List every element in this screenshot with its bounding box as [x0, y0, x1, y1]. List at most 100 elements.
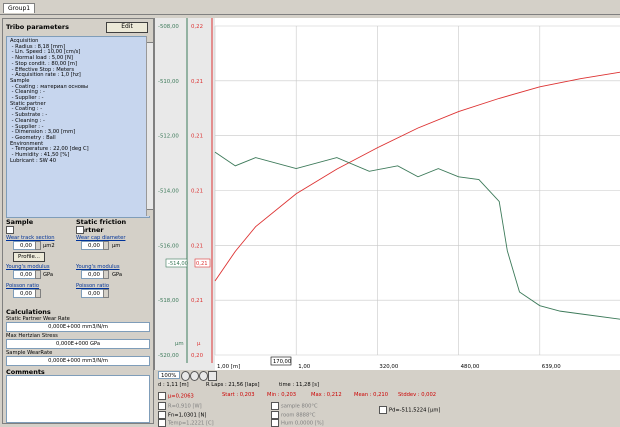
sample-young-unit: GPa	[43, 272, 54, 278]
tribo-parameters-list[interactable]: Acquisition - Radius : 8,18 [mm] - Lin. …	[6, 36, 150, 218]
right-axis-tick: 0,21	[191, 298, 203, 304]
sample-temp-checkbox[interactable]	[271, 402, 279, 410]
scroll-up-icon[interactable]	[147, 36, 153, 43]
left-cursor-box	[165, 258, 188, 268]
left-panel: Tribo parameters Edit Acquisition - Radi…	[2, 18, 154, 424]
legend-room: room 8888°C	[271, 411, 316, 419]
wear-cap-label: Wear cap diameter	[76, 235, 126, 241]
tribo-line: Lubricant : SW 40	[10, 157, 57, 164]
x-axis-tick: 320,00	[379, 364, 398, 370]
sample-poisson-label: Poisson ratio	[6, 283, 40, 289]
legend-hum: Hum 0,0000 [%]	[271, 419, 324, 427]
tribo-line: - Coating : материал основы	[10, 83, 89, 90]
left-axis-tick: -520,00	[158, 353, 179, 359]
wear-cap-unit: µm	[112, 243, 121, 249]
comments-title: Comments	[6, 368, 45, 376]
right-axis-tick: 0,22	[191, 24, 203, 30]
profile-button[interactable]: Profile...	[13, 252, 45, 262]
depth-series-line	[214, 151, 620, 320]
partner-young-unit: GPa	[112, 272, 123, 278]
tribo-line: - Normal load : 5,00 [N]	[10, 55, 73, 62]
legend-temp: Temp=1,2221 [C]	[158, 419, 214, 427]
zoom-select[interactable]: 100%	[158, 371, 180, 379]
x-axis-tick: 639,00	[542, 364, 561, 370]
tribo-line: Sample	[10, 77, 30, 84]
static-wear-value: 0,000E+000 mm3/N/m	[6, 322, 150, 332]
wear-cap-stepper[interactable]	[103, 241, 109, 250]
zoom-out-icon[interactable]	[190, 371, 199, 381]
x-cursor-box	[270, 356, 292, 366]
x-cursor-label: 170,00	[273, 359, 291, 365]
right-axis-tick: 0,20	[191, 353, 204, 359]
tribo-line: - Effective Stop : Meters	[10, 66, 75, 73]
tribo-line: - Humidity : 41,50 [%]	[10, 152, 70, 159]
axis-strip	[155, 18, 215, 370]
left-axis-tick: -514,00	[158, 189, 179, 195]
tribo-line: - Cleaning : -	[10, 117, 45, 124]
rw-checkbox[interactable]	[158, 402, 166, 410]
x-axis-tick: 1,00	[298, 364, 311, 370]
stat-laps: R Laps : 21,56 [laps]	[206, 382, 260, 388]
stat-stddev: Stddev : 0,002	[398, 392, 437, 398]
tribo-line: - Coating : -	[10, 106, 43, 113]
zoom-fit-icon[interactable]	[199, 371, 208, 381]
right-axis-unit: µ	[197, 341, 201, 347]
tribo-line: - Temperature : 22,00 [deg C]	[10, 146, 89, 153]
wear-track-unit: µm2	[43, 243, 55, 249]
sample-young-stepper[interactable]	[35, 270, 41, 279]
sample-young-label: Young's modulus	[6, 264, 50, 270]
mu-checkbox[interactable]	[158, 392, 166, 400]
tribo-line: Acquisition	[10, 38, 39, 44]
left-axis-tick: -510,00	[158, 79, 179, 85]
tribo-line: Environment	[10, 140, 44, 147]
tribo-line: - Supplier : -	[10, 95, 44, 102]
x-axis-tick: 1,00 [m]	[217, 364, 240, 370]
calculations-title: Calculations	[6, 308, 51, 316]
tribo-line: - Cleaning : -	[10, 89, 45, 96]
edit-button[interactable]: Edit	[106, 22, 148, 33]
right-axis-tick: 0,21	[191, 243, 203, 249]
room-temp-checkbox[interactable]	[271, 411, 279, 419]
sample-title: Sample	[6, 218, 34, 226]
chart-area[interactable]: -508,00 0,22 -510,00 0,21 -512,00 0,21 -514,00…	[154, 18, 620, 370]
comments-textarea[interactable]	[6, 375, 150, 423]
partner-title: Static friction partner	[76, 218, 127, 234]
sample-poisson-stepper[interactable]	[35, 289, 41, 298]
tribo-chart[interactable]: -508,00 0,22 -510,00 0,21 -512,00 0,21 -514,00…	[155, 18, 620, 370]
tab-group1[interactable]: Group1	[3, 3, 36, 13]
right-cursor-box	[194, 258, 211, 268]
tribo-line: - Supplier : -	[10, 123, 44, 130]
stat-mu: µ=0,2063	[158, 392, 194, 400]
left-axis-tick: -512,00	[158, 134, 179, 140]
stat-time: time : 11,28 [s]	[279, 382, 320, 388]
tribo-scrollbar[interactable]	[146, 36, 153, 216]
partner-young-stepper[interactable]	[103, 270, 109, 279]
grid-icon[interactable]	[208, 371, 217, 381]
fn-checkbox[interactable]	[158, 411, 166, 419]
tribo-line: - Radius : 8,18 [mm]	[10, 43, 65, 50]
stat-distance: d : 1,11 [m]	[158, 382, 189, 388]
temp-checkbox[interactable]	[158, 419, 166, 427]
left-axis-unit: µm	[175, 341, 184, 347]
sample-wear-label: Sample WearRate	[6, 350, 53, 356]
partner-poisson-label: Poisson ratio	[76, 283, 110, 289]
right-axis-tick: 0,21	[191, 189, 203, 195]
left-axis-tick: -518,00	[158, 298, 179, 304]
left-cursor-label: -514,00	[168, 261, 188, 267]
partner-young-label: Young's modulus	[76, 264, 120, 270]
hum-checkbox[interactable]	[271, 419, 279, 427]
tribo-line: - Lin. Speed : 10,00 [cm/s]	[10, 49, 81, 56]
legend-fn: Fn=1,0301 [N]	[158, 411, 206, 419]
pd-checkbox[interactable]	[379, 406, 387, 414]
legend-pd: Pd=-511,5224 [µm]	[379, 406, 440, 414]
legend-sample: sample 800°C	[271, 402, 318, 410]
sample-checkbox[interactable]	[6, 226, 14, 234]
sample-wear-value: 0,000E+000 mm3/N/m	[6, 356, 150, 366]
scroll-down-icon[interactable]	[147, 209, 153, 216]
wear-track-stepper[interactable]	[35, 241, 41, 250]
partner-checkbox[interactable]	[76, 226, 84, 234]
left-axis-tick: -508,00	[158, 24, 179, 30]
partner-poisson-stepper[interactable]	[103, 289, 109, 298]
hertz-value: 0,000E+000 GPa	[6, 339, 150, 349]
zoom-in-icon[interactable]	[181, 371, 190, 381]
